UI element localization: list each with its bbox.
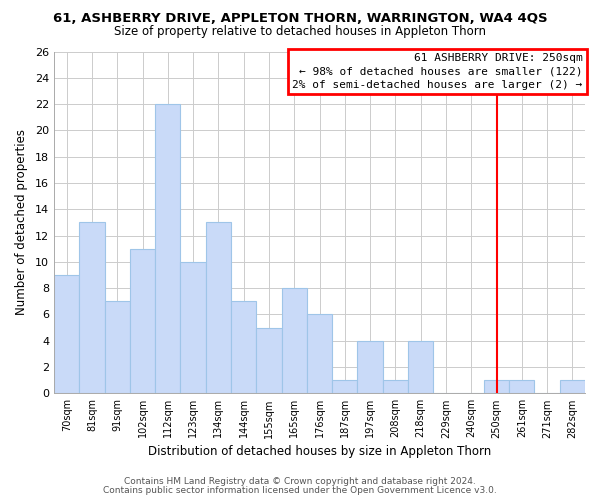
Bar (484, 380, 509, 394)
Bar (358, 340, 383, 394)
Bar (206, 222, 231, 394)
Bar (256, 328, 281, 394)
Text: Contains public sector information licensed under the Open Government Licence v3: Contains public sector information licen… (103, 486, 497, 495)
Bar (181, 262, 206, 394)
Bar (281, 288, 307, 394)
Bar (155, 104, 181, 394)
Text: 61 ASHBERRY DRIVE: 250sqm
← 98% of detached houses are smaller (122)
2% of semi-: 61 ASHBERRY DRIVE: 250sqm ← 98% of detac… (292, 53, 583, 90)
Text: 61, ASHBERRY DRIVE, APPLETON THORN, WARRINGTON, WA4 4QS: 61, ASHBERRY DRIVE, APPLETON THORN, WARR… (53, 12, 547, 26)
Bar (104, 302, 130, 394)
Bar (332, 380, 358, 394)
Y-axis label: Number of detached properties: Number of detached properties (15, 130, 28, 316)
Bar (231, 302, 256, 394)
Text: Size of property relative to detached houses in Appleton Thorn: Size of property relative to detached ho… (114, 25, 486, 38)
X-axis label: Distribution of detached houses by size in Appleton Thorn: Distribution of detached houses by size … (148, 444, 491, 458)
Bar (383, 380, 408, 394)
Bar (560, 380, 585, 394)
Bar (509, 380, 535, 394)
Bar (54, 275, 79, 394)
Bar (79, 222, 104, 394)
Text: Contains HM Land Registry data © Crown copyright and database right 2024.: Contains HM Land Registry data © Crown c… (124, 477, 476, 486)
Bar (408, 340, 433, 394)
Bar (130, 248, 155, 394)
Bar (307, 314, 332, 394)
